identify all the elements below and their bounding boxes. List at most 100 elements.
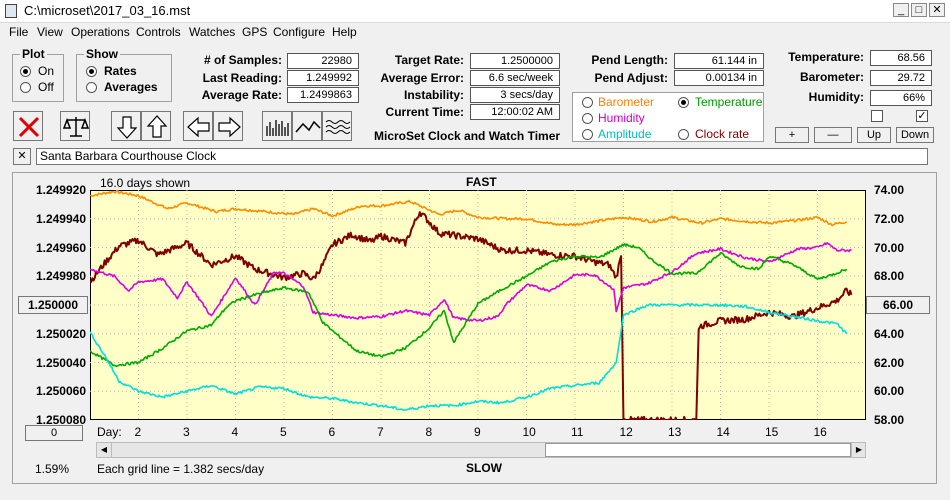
arrow-left-icon [187,116,210,138]
days-shown-label: 16.0 days shown [100,176,191,190]
pend-length-label: Pend Length: [591,53,668,67]
show-averages-label: Averages [104,80,158,94]
day-tick-label: 6 [328,425,336,439]
chart-plot-area [90,190,866,420]
close-window-button[interactable]: ✕ [929,3,945,17]
instability-value: 3 secs/day [470,87,560,103]
scroll-left-arrow-icon[interactable]: ◀ [97,443,112,457]
average-error-value: 6.6 sec/week [470,70,560,86]
minimize-button[interactable]: _ [893,3,909,17]
menu-controls[interactable]: Controls [136,25,181,39]
show-rates-radio[interactable] [86,66,97,77]
day-axis-label: Day: [97,425,122,439]
app-icon [5,4,17,18]
scale-plus-button[interactable]: + [775,127,809,143]
day-tick-label: 15 [765,425,779,439]
day-tick-label: 4 [231,425,239,439]
temperature-radio[interactable] [678,97,689,108]
menu-help[interactable]: Help [332,25,357,39]
day-tick-label: 14 [716,425,730,439]
arrow-right-icon [218,116,241,138]
right-tick-label: 58.00 [874,413,905,427]
left-tick-label: 1.250040 [35,355,86,370]
day-tick-label: 2 [134,425,142,439]
scale-minus-button[interactable]: — [814,127,852,143]
amplitude-radio[interactable] [582,129,593,140]
temperature-label: Temperature: [788,50,864,64]
balance-button[interactable] [60,111,90,141]
plot-group-label: Plot [20,47,47,61]
balance-scale-icon [62,117,90,137]
title-bar: C:\microset\2017_03_16.mst _ □ ✕ [0,0,950,23]
wave-graph-button[interactable] [322,111,352,141]
bar-graph-icon [266,120,289,136]
menu-watches[interactable]: Watches [189,25,236,39]
plot-off-label: Off [38,80,54,94]
barometer-value: 29.72 [870,70,932,86]
series-line-barometer [90,190,848,227]
watch-name-field[interactable]: Santa Barbara Courthouse Clock [36,148,928,165]
barometer-radio[interactable] [582,97,593,108]
day-tick-label: 3 [183,425,190,439]
arrow-right-button[interactable] [213,111,243,141]
scale-down-button[interactable]: Down [896,127,934,143]
grid-note: Each grid line = 1.382 secs/day [97,462,265,476]
scroll-right-arrow-icon[interactable]: ▶ [851,443,866,457]
plot-on-radio[interactable] [20,66,31,77]
watch-name-text: Santa Barbara Courthouse Clock [40,149,217,163]
scale-up-button[interactable]: Up [857,127,891,143]
instability-label: Instability: [403,88,464,102]
show-rates-label: Rates [104,64,137,78]
clear-watch-button[interactable]: ✕ [13,148,31,165]
left-tick-label: 1.249960 [35,240,86,255]
offset-button[interactable]: 0 [25,425,83,441]
humidity-option-label: Humidity [598,111,645,125]
plot-off-radio[interactable] [20,82,31,93]
day-tick-label: 13 [668,425,682,439]
arrow-down-button[interactable] [111,111,141,141]
option-checkbox-left[interactable] [871,110,883,122]
day-tick-label: 8 [425,425,433,439]
barometer-option-label: Barometer [598,95,655,109]
samples-value: 22980 [287,53,359,69]
menu-operations[interactable]: Operations [71,25,130,39]
arrow-left-button[interactable] [183,111,213,141]
fast-label: FAST [466,175,497,189]
left-tick-label: 1.250020 [35,326,86,341]
scroll-thumb[interactable] [545,443,851,457]
show-averages-radio[interactable] [86,82,97,93]
left-tick-label: 1.249940 [35,211,86,226]
pend-adjust-value: 0.00134 in [674,70,764,86]
bar-graph-button[interactable] [262,111,292,141]
line-graph-button[interactable] [292,111,322,141]
average-error-label: Average Error: [380,71,464,85]
stop-x-icon [18,116,40,138]
humidity-radio[interactable] [582,113,593,124]
menu-view[interactable]: View [37,25,63,39]
wave-graph-icon [325,120,351,134]
menu-configure[interactable]: Configure [273,25,326,39]
right-axis-center-button[interactable]: 66.00 [866,296,930,314]
target-rate-value: 1.2500000 [470,53,560,69]
day-tick-label: 10 [522,425,536,439]
app-caption: MicroSet Clock and Watch Timer [374,129,561,143]
average-rate-value: 1.2499863 [287,87,359,103]
samples-label: # of Samples: [203,53,282,67]
horizontal-scrollbar[interactable]: ◀ ▶ [96,442,866,458]
menu-file[interactable]: File [9,25,29,39]
menu-gps[interactable]: GPS [242,25,268,39]
right-tick-label: 68.00 [874,269,905,284]
clock-rate-radio[interactable] [678,129,689,140]
line-graph-icon [295,120,321,133]
pend-adjust-label: Pend Adjust: [594,71,668,85]
left-axis-center-button[interactable]: 1.250000 [18,296,88,314]
last-reading-label: Last Reading: [202,71,282,85]
option-checkbox-right[interactable]: ✓ [916,110,928,122]
day-tick-label: 16 [813,425,827,439]
stop-button[interactable] [13,111,43,141]
temperature-option-label: Temperature [695,95,763,109]
arrow-up-button[interactable] [141,111,171,141]
maximize-button[interactable]: □ [911,3,927,17]
right-tick-label: 60.00 [874,384,905,399]
left-tick-label: 1.249920 [35,183,86,197]
